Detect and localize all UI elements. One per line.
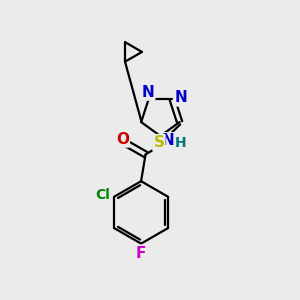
Text: H: H [175,136,186,150]
Text: F: F [136,246,146,261]
Text: S: S [153,135,164,150]
Text: N: N [142,85,154,100]
Text: Cl: Cl [95,188,110,202]
Text: N: N [174,91,187,106]
Text: N: N [161,133,174,148]
Text: O: O [116,131,129,146]
